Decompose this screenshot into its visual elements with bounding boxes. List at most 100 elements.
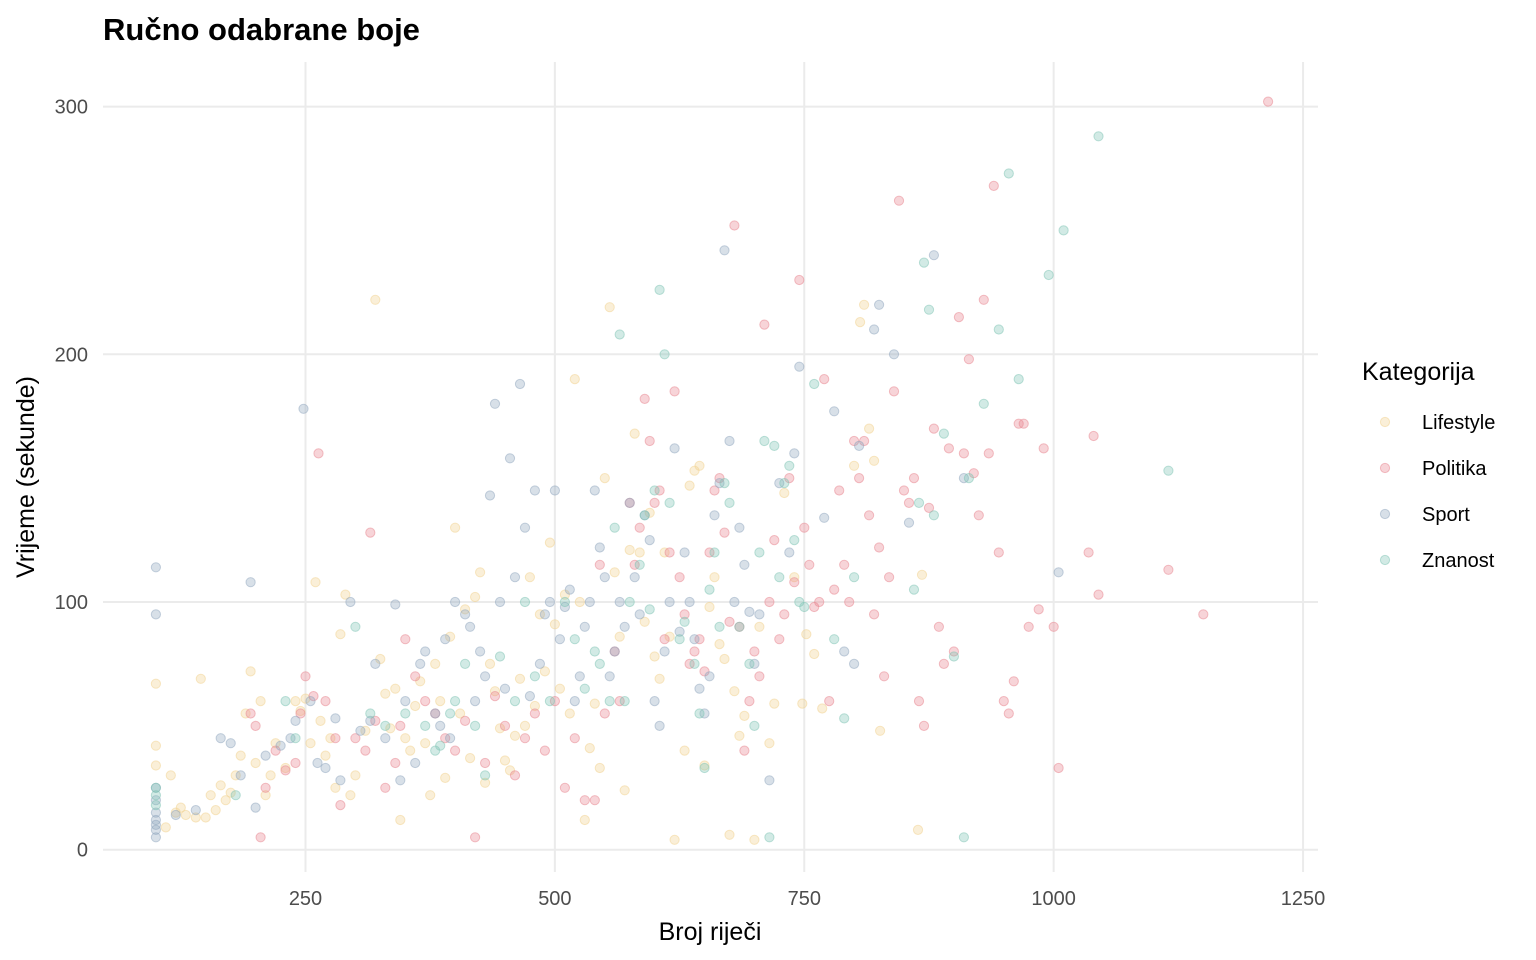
data-point <box>584 596 595 608</box>
data-point <box>729 686 740 697</box>
data-point <box>320 750 331 761</box>
data-point <box>305 738 316 749</box>
data-point <box>649 696 660 707</box>
data-point <box>679 609 690 620</box>
data-point <box>395 814 406 826</box>
data-point <box>539 745 551 756</box>
data-point <box>150 832 161 843</box>
data-point <box>624 596 635 608</box>
data-point <box>280 765 291 776</box>
data-point <box>589 485 600 496</box>
data-point <box>744 606 755 618</box>
legend-key <box>1379 554 1391 566</box>
data-point <box>365 715 376 727</box>
data-point <box>150 800 161 811</box>
data-point <box>869 324 880 335</box>
data-point <box>270 738 281 749</box>
data-point <box>619 785 630 796</box>
data-point <box>993 324 1004 335</box>
data-point <box>265 770 276 781</box>
data-point <box>260 750 271 761</box>
data-point <box>649 497 660 508</box>
data-point <box>913 497 925 508</box>
data-point <box>215 780 226 791</box>
data-point <box>489 398 501 409</box>
data-point <box>819 374 830 385</box>
data-point <box>958 448 970 459</box>
data-point <box>709 485 720 496</box>
data-point <box>928 510 940 521</box>
data-point <box>450 745 461 756</box>
data-point <box>235 750 246 761</box>
data-point <box>749 834 760 845</box>
data-point <box>599 473 610 484</box>
data-point <box>330 782 341 793</box>
data-point <box>829 406 840 417</box>
data-point <box>275 740 286 751</box>
data-point <box>579 795 590 806</box>
data-point <box>584 743 595 754</box>
data-point <box>250 720 261 732</box>
data-point <box>679 745 690 756</box>
data-point <box>160 822 171 833</box>
data-point <box>619 696 630 707</box>
data-point <box>400 634 411 645</box>
data-point <box>150 807 161 818</box>
data-point <box>295 705 306 717</box>
data-point <box>559 596 571 608</box>
data-point <box>355 725 366 736</box>
chart-title: Ručno odabrane boje <box>103 12 420 47</box>
data-point <box>774 634 785 645</box>
data-point <box>679 616 690 627</box>
data-point <box>875 725 886 736</box>
data-point <box>679 547 690 558</box>
data-point <box>634 559 645 570</box>
data-point <box>879 671 890 682</box>
data-point <box>574 671 585 682</box>
data-point <box>719 527 730 538</box>
data-point <box>395 775 406 786</box>
data-point <box>654 720 665 732</box>
data-point <box>235 770 246 781</box>
data-point <box>405 745 416 756</box>
data-point <box>455 708 466 719</box>
data-point <box>315 715 326 727</box>
data-point <box>913 696 925 707</box>
x-tick-label: 500 <box>538 888 571 910</box>
x-tick-label: 1000 <box>1031 888 1076 910</box>
legend-key <box>1379 416 1391 428</box>
data-point <box>415 658 426 670</box>
data-point <box>450 596 461 608</box>
series-lifestyle <box>150 294 928 845</box>
data-point <box>190 805 201 816</box>
data-point <box>350 770 361 781</box>
data-point <box>1163 465 1174 476</box>
data-point <box>839 646 850 657</box>
data-point <box>839 713 850 724</box>
data-point <box>898 485 910 496</box>
data-point <box>973 510 984 521</box>
data-point <box>983 448 994 459</box>
data-point <box>609 567 620 578</box>
data-point <box>854 440 865 451</box>
data-point <box>569 696 580 707</box>
data-point <box>594 542 605 553</box>
data-point <box>709 547 720 558</box>
data-point <box>644 507 655 518</box>
data-point <box>704 584 715 595</box>
data-point <box>420 646 431 657</box>
data-point <box>619 621 630 632</box>
data-point <box>943 443 955 454</box>
data-point <box>475 567 486 578</box>
data-point <box>1043 269 1054 281</box>
data-point <box>1163 564 1174 575</box>
data-point <box>784 547 795 558</box>
data-point <box>734 522 745 533</box>
data-point <box>714 621 725 632</box>
data-point <box>499 755 511 766</box>
data-point <box>529 485 541 496</box>
data-point <box>769 440 780 451</box>
x-tick-label: 250 <box>289 888 322 910</box>
data-point <box>714 639 725 650</box>
data-point <box>699 760 710 771</box>
